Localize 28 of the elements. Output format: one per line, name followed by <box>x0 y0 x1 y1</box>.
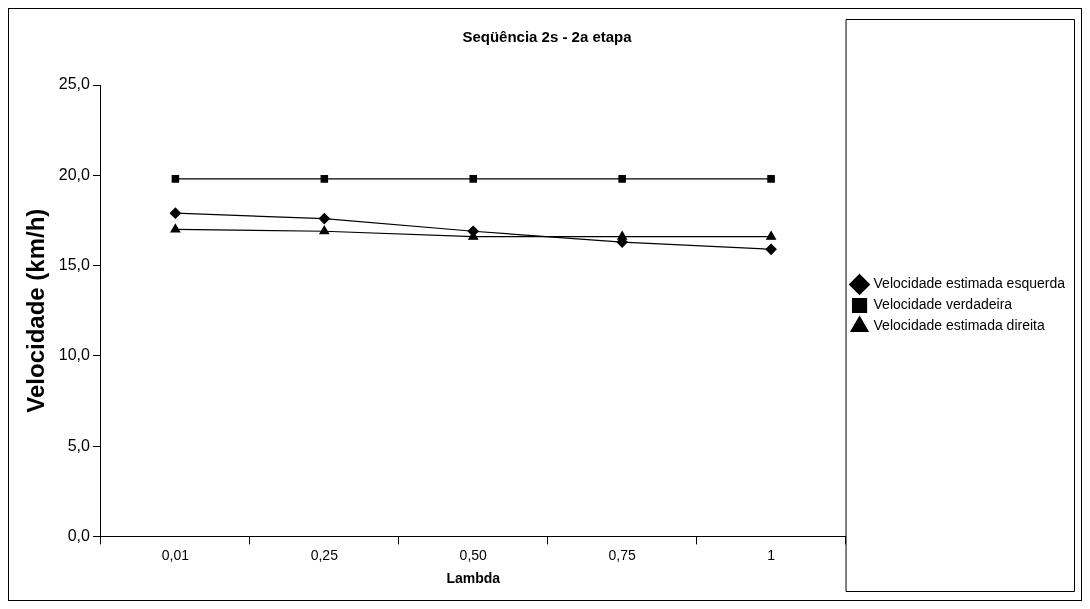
point <box>767 175 775 183</box>
point <box>765 243 777 255</box>
legend-label: Velocidade estimada direita <box>873 317 1045 334</box>
point <box>320 175 329 183</box>
y-tick-label: 15,0 <box>58 255 91 273</box>
x-axis-title: Lambda <box>446 570 501 587</box>
point <box>319 225 330 235</box>
y-tick-label: 20,0 <box>58 165 91 183</box>
y-tick-label: 25,0 <box>58 75 91 93</box>
y-tick-label: 10,0 <box>58 346 91 364</box>
point <box>618 175 626 183</box>
y-axis-title: Velocidade (km/h) <box>22 208 50 413</box>
x-tick-label: 0,75 <box>608 546 636 563</box>
x-tick-label: 0,01 <box>161 546 190 563</box>
point <box>171 175 180 183</box>
x-tick-label: 0,50 <box>459 546 488 563</box>
x-tick-label: 1 <box>767 546 776 563</box>
point <box>169 207 181 219</box>
x-tick-label: 0,25 <box>310 546 339 563</box>
point <box>170 223 181 233</box>
point <box>318 213 330 225</box>
y-tick-label: 5,0 <box>67 436 91 454</box>
y-tick-label: 0,0 <box>67 526 91 544</box>
chart-title: Seqüência 2s - 2a etapa <box>462 28 633 46</box>
point <box>766 231 776 240</box>
legend-label: Velocidade estimada esquerda <box>873 275 1066 292</box>
legend-label: Velocidade verdadeira <box>873 296 1013 313</box>
point <box>469 175 478 183</box>
